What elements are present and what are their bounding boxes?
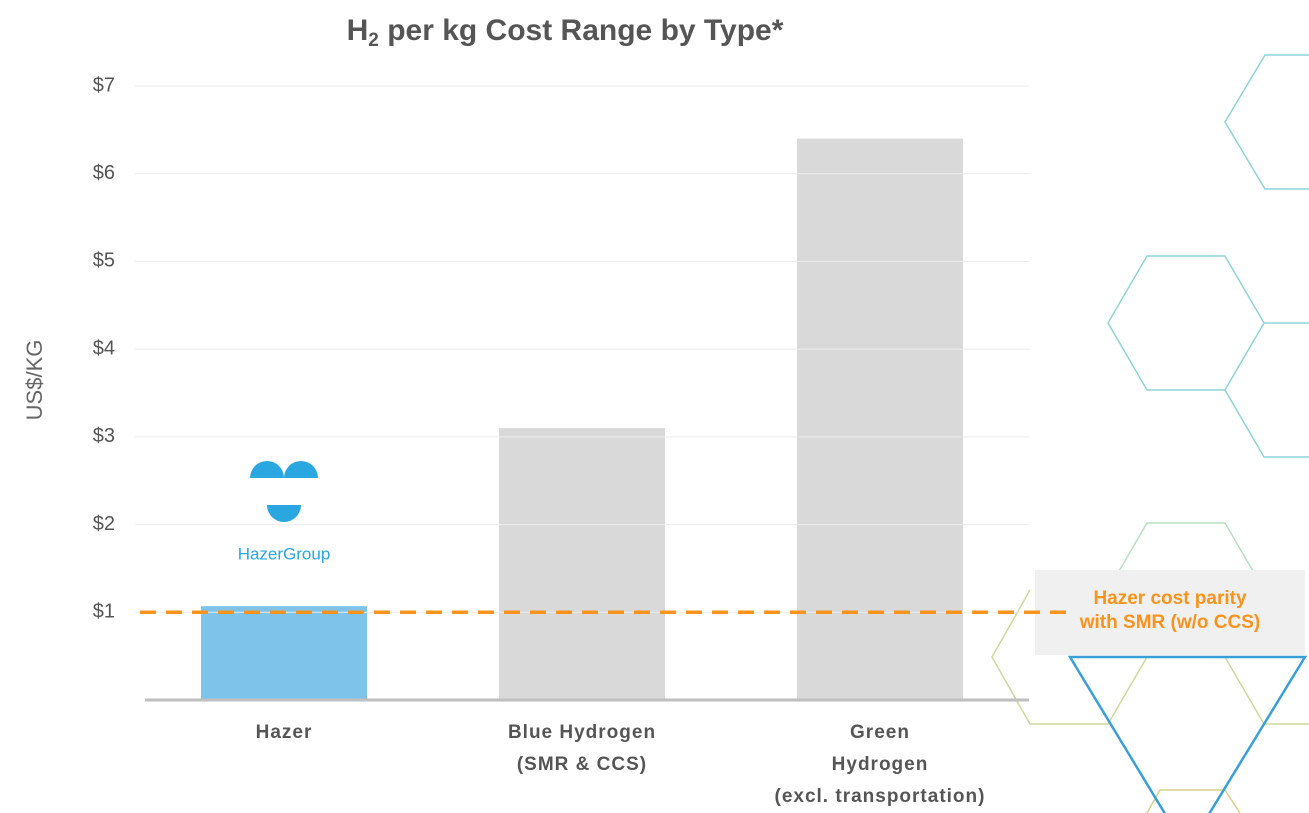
triangle (1067, 655, 1308, 813)
hexagon (1146, 789, 1241, 813)
bar (201, 606, 367, 700)
x-tick-label: Green (850, 722, 910, 743)
chart-title: H2 per kg Cost Range by Type* (347, 14, 784, 51)
title-subscript: 2 (368, 30, 379, 51)
y-tick-label: $1 (93, 601, 115, 623)
title-part: H (347, 14, 369, 47)
y-tick-label: $4 (93, 337, 115, 359)
bar (499, 428, 665, 700)
decoration (991, 54, 1309, 813)
hexagon (1224, 389, 1309, 458)
y-tick-label: $2 (93, 513, 115, 535)
hexagon (1224, 656, 1309, 725)
annotation-box (1035, 570, 1305, 655)
hexagon (991, 589, 1148, 725)
y-tick-label: $3 (93, 425, 115, 447)
y-tick-label: $5 (93, 250, 115, 272)
logo-text: HazerGroup (238, 544, 331, 563)
annotation: with SMR (w/o CCS) (1079, 612, 1260, 633)
hexagon (1107, 522, 1265, 591)
y-tick-label: $6 (93, 162, 115, 184)
hexagon (1107, 255, 1265, 391)
x-tick-label: Hydrogen (832, 754, 929, 775)
annotation: Hazer cost parity (1093, 588, 1247, 609)
logo-shape (284, 461, 318, 478)
x-tick-label: Hazer (256, 722, 313, 743)
bar (797, 138, 963, 701)
logo-shape (250, 461, 284, 478)
title-part: per kg Cost Range by Type* (379, 14, 784, 47)
x-tick-label: (excl. transportation) (775, 786, 986, 807)
y-tick-label: $7 (93, 74, 115, 96)
y-axis-label: US$/KG (22, 340, 47, 421)
x-tick-label: Blue Hydrogen (508, 722, 656, 743)
logo: HazerGroup (238, 461, 331, 563)
logo-shape (267, 505, 301, 522)
x-tick-label: (SMR & CCS) (517, 754, 647, 775)
hexagon (1224, 54, 1309, 190)
